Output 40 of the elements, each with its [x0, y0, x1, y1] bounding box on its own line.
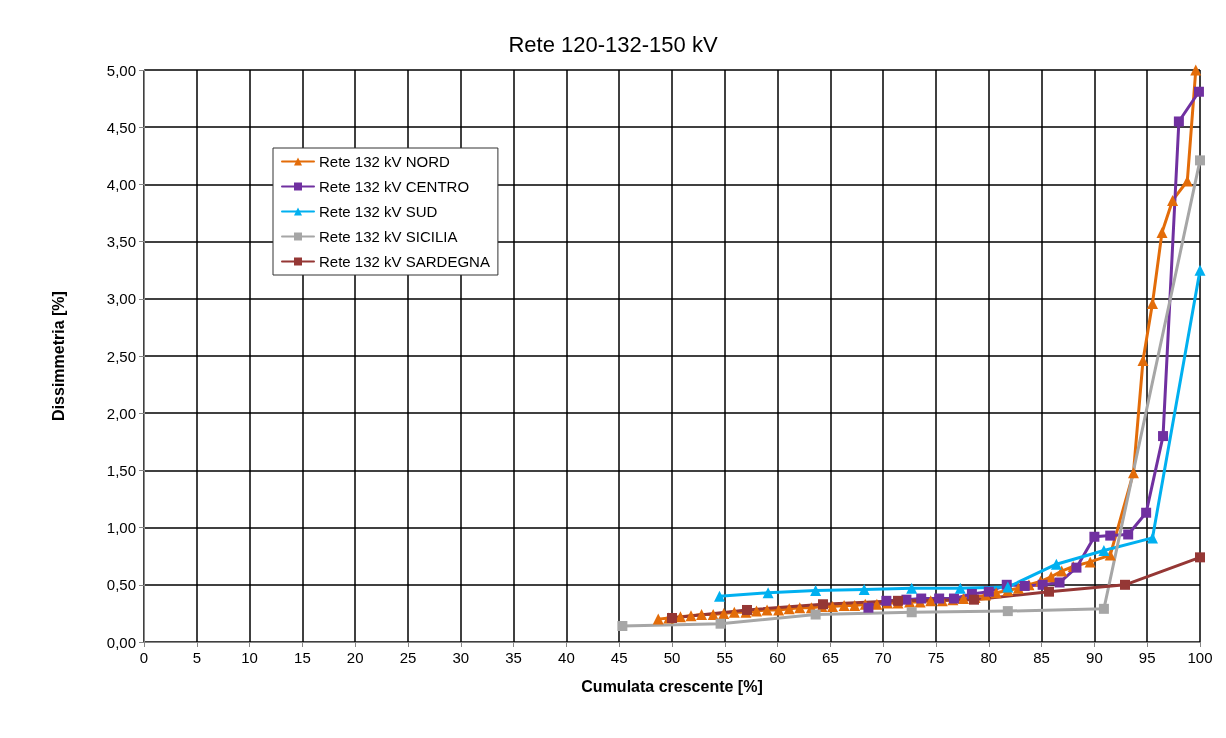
x-tick-label: 60 — [769, 649, 786, 666]
x-tick-label: 100 — [1187, 649, 1213, 666]
x-tick-label: 25 — [399, 649, 417, 666]
x-tick-label: 45 — [610, 649, 628, 666]
y-tick-label: 0,50 — [106, 576, 136, 594]
x-tick-label: 55 — [716, 649, 734, 666]
x-tick-label: 80 — [980, 649, 998, 666]
x-tick-label: 35 — [505, 649, 522, 666]
x-tick-label: 5 — [192, 649, 201, 666]
y-tick-label: 5,00 — [106, 61, 136, 79]
x-tick-label: 95 — [1138, 649, 1156, 666]
legend-label: Rete 132 kV NORD — [319, 153, 451, 170]
x-tick-label: 65 — [822, 649, 839, 666]
legend-label: Rete 132 kV SUD — [319, 203, 438, 220]
x-axis-title: Cumulata crescente [%] — [581, 677, 763, 695]
x-tick-label: 75 — [927, 649, 945, 666]
x-tick-label: 10 — [241, 649, 258, 666]
x-tick-label: 0 — [139, 649, 149, 666]
x-tick-label: 85 — [1033, 649, 1050, 666]
x-tick-label: 40 — [558, 649, 575, 666]
x-tick-label: 90 — [1086, 649, 1103, 666]
y-tick-label: 4,00 — [106, 175, 136, 193]
y-tick-label: 3,50 — [106, 233, 136, 251]
y-tick-label: 1,00 — [106, 519, 136, 537]
x-tick-label: 15 — [294, 649, 311, 666]
y-tick-label: 0,00 — [106, 633, 136, 651]
y-tick-label: 1,50 — [106, 461, 136, 479]
chart-title: Rete 120-132-150 kV — [508, 31, 718, 57]
y-tick-label: 2,50 — [106, 347, 136, 365]
y-tick-label: 2,00 — [106, 404, 136, 422]
y-axis-title: Dissimmetria [%] — [49, 291, 67, 421]
x-tick-label: 20 — [346, 649, 364, 666]
legend-label: Rete 132 kV SARDEGNA — [319, 253, 490, 270]
legend-label: Rete 132 kV CENTRO — [319, 178, 470, 195]
y-tick-label: 4,50 — [106, 118, 136, 136]
y-tick-label: 3,00 — [106, 290, 136, 308]
x-tick-label: 30 — [452, 649, 470, 666]
x-tick-label: 70 — [874, 649, 892, 666]
legend-label: Rete 132 kV SICILIA — [319, 228, 458, 245]
x-tick-label: 50 — [663, 649, 681, 666]
